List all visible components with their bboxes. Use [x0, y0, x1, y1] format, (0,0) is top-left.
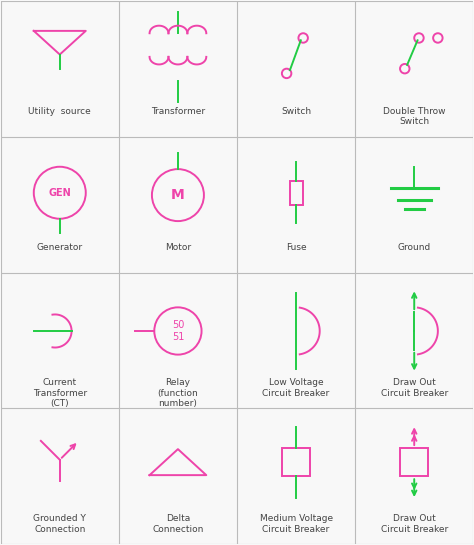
- Text: Utility  source: Utility source: [28, 107, 91, 116]
- Text: GEN: GEN: [48, 187, 71, 198]
- Text: Medium Voltage
Circuit Breaker: Medium Voltage Circuit Breaker: [259, 514, 333, 534]
- Bar: [290, 181, 302, 204]
- Text: Motor: Motor: [165, 243, 191, 252]
- Text: Generator: Generator: [36, 243, 83, 252]
- Text: Fuse: Fuse: [286, 243, 306, 252]
- Text: Draw Out
Circuit Breaker: Draw Out Circuit Breaker: [381, 378, 448, 398]
- Bar: [400, 448, 428, 476]
- Text: Delta
Connection: Delta Connection: [152, 514, 204, 534]
- Text: Current
Transformer
(CT): Current Transformer (CT): [33, 378, 87, 408]
- Text: 50: 50: [172, 320, 184, 330]
- Text: 51: 51: [172, 332, 184, 342]
- Text: Double Throw
Switch: Double Throw Switch: [383, 107, 446, 126]
- Text: Low Voltage
Circuit Breaker: Low Voltage Circuit Breaker: [263, 378, 330, 398]
- Text: Relay
(function
number): Relay (function number): [157, 378, 198, 408]
- Text: Ground: Ground: [398, 243, 431, 252]
- Text: Transformer: Transformer: [151, 107, 205, 116]
- Bar: [282, 448, 310, 476]
- Text: Draw Out
Circuit Breaker: Draw Out Circuit Breaker: [381, 514, 448, 534]
- Text: Grounded Y
Connection: Grounded Y Connection: [33, 514, 86, 534]
- Text: Switch: Switch: [281, 107, 311, 116]
- Text: M: M: [171, 188, 185, 202]
